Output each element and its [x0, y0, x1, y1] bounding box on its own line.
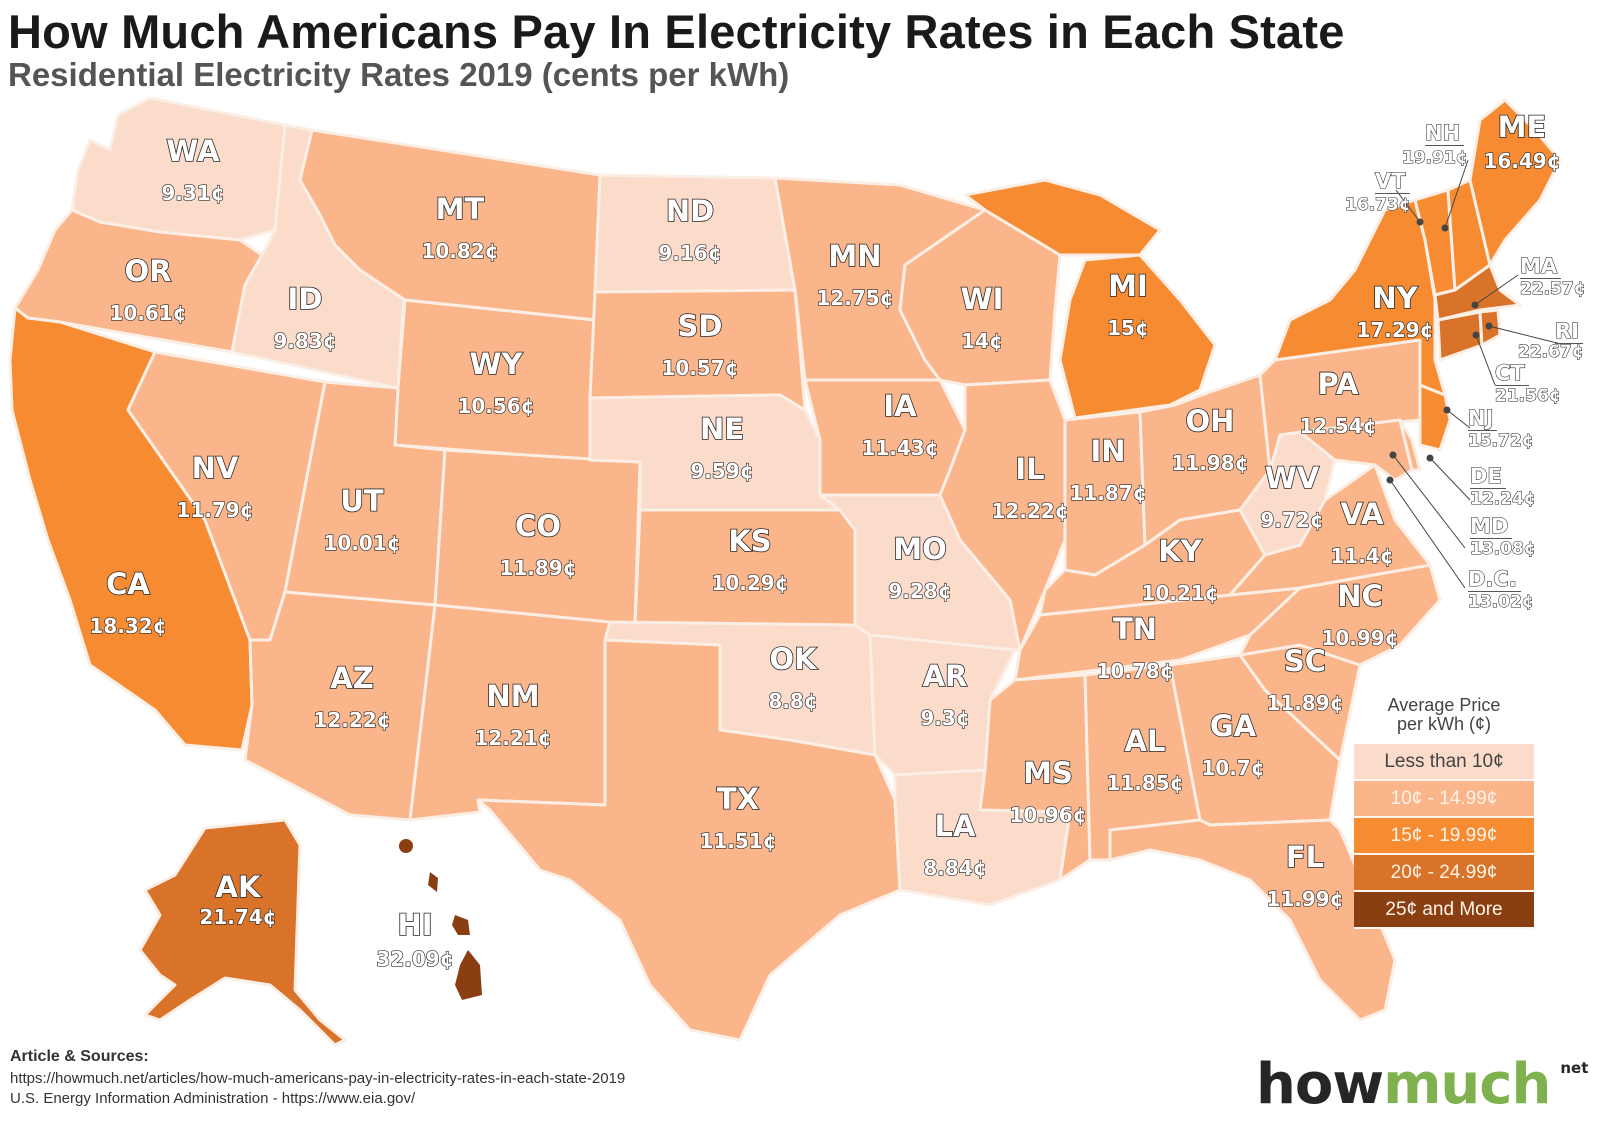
state-DE[interactable]: [1398, 418, 1422, 472]
callout-lines: [1386, 159, 1566, 589]
state-CA[interactable]: [8, 306, 254, 752]
page-title: How Much Americans Pay In Electricity Ra…: [8, 5, 1345, 58]
state-KS[interactable]: [633, 508, 857, 627]
state-IL[interactable]: [938, 378, 1067, 652]
state-WA[interactable]: [70, 96, 287, 242]
state-HI[interactable]: [399, 839, 482, 1000]
legend-item-10-15: 10¢ - 14.99¢: [1354, 780, 1534, 818]
eia-source-link[interactable]: U.S. Energy Information Administration -…: [10, 1090, 416, 1107]
state-ND[interactable]: [593, 173, 797, 294]
state-ME[interactable]: [1468, 98, 1562, 267]
contiguous-states: [8, 96, 1562, 1042]
state-AK[interactable]: [138, 818, 347, 1047]
state-MI-lower[interactable]: [1058, 253, 1217, 420]
state-CO[interactable]: [433, 448, 642, 627]
legend: Average Price per kWh (¢) Less than 10¢ …: [1354, 696, 1534, 929]
state-IA[interactable]: [803, 378, 967, 497]
sources-heading: Article & Sources:: [10, 1048, 149, 1065]
state-FL[interactable]: [1108, 818, 1397, 1022]
legend-item-25-plus: 25¢ and More: [1354, 891, 1534, 929]
legend-item-15-20: 15¢ - 19.99¢: [1354, 817, 1534, 855]
page-subtitle: Residential Electricity Rates 2019 (cent…: [8, 56, 790, 93]
state-TX[interactable]: [476, 638, 902, 1042]
state-SD[interactable]: [588, 288, 807, 412]
legend-title: Average Price per kWh (¢): [1387, 695, 1501, 734]
state-NM[interactable]: [408, 603, 612, 822]
sources: Article & Sources: https://howmuch.net/a…: [10, 1048, 625, 1109]
state-AZ[interactable]: [243, 590, 437, 822]
legend-item-20-25: 20¢ - 24.99¢: [1354, 854, 1534, 892]
legend-item-less-than-10: Less than 10¢: [1354, 743, 1534, 781]
howmuch-logo: howmuch net: [1256, 1052, 1589, 1117]
state-WY[interactable]: [393, 298, 597, 462]
article-link[interactable]: https://howmuch.net/articles/how-much-am…: [10, 1070, 626, 1087]
